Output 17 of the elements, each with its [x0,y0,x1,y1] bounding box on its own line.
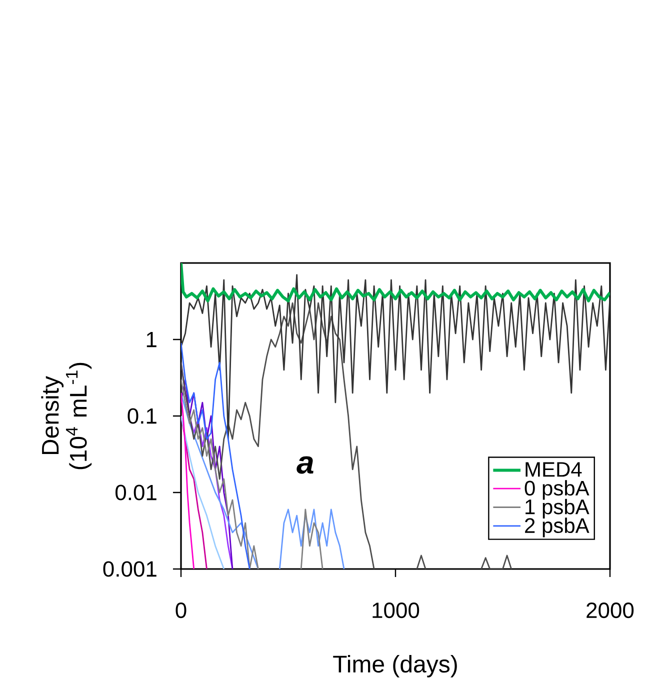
y-tick-label: 0.1 [128,408,156,424]
y-tick-label: 0.01 [116,484,156,500]
legend-label: MED4 [526,462,582,477]
legend-label: 1 psbA [526,498,590,518]
x-tick-label: 0 [176,602,186,618]
line-series [180,415,225,569]
legend-label: 0 psbA [524,480,590,500]
annotation: a [296,456,314,474]
x-tick-label: 1000 [372,602,420,618]
line-series [180,263,610,302]
x-tick-label: 2000 [586,602,634,618]
legend-label: 2 psbA [525,518,590,538]
line-series [180,274,610,440]
y-tick-label: 1 [146,332,156,348]
line-series [180,392,195,569]
x-axis-title: Time (days) [333,654,457,678]
y-tick-label: 0.001 [103,561,156,577]
